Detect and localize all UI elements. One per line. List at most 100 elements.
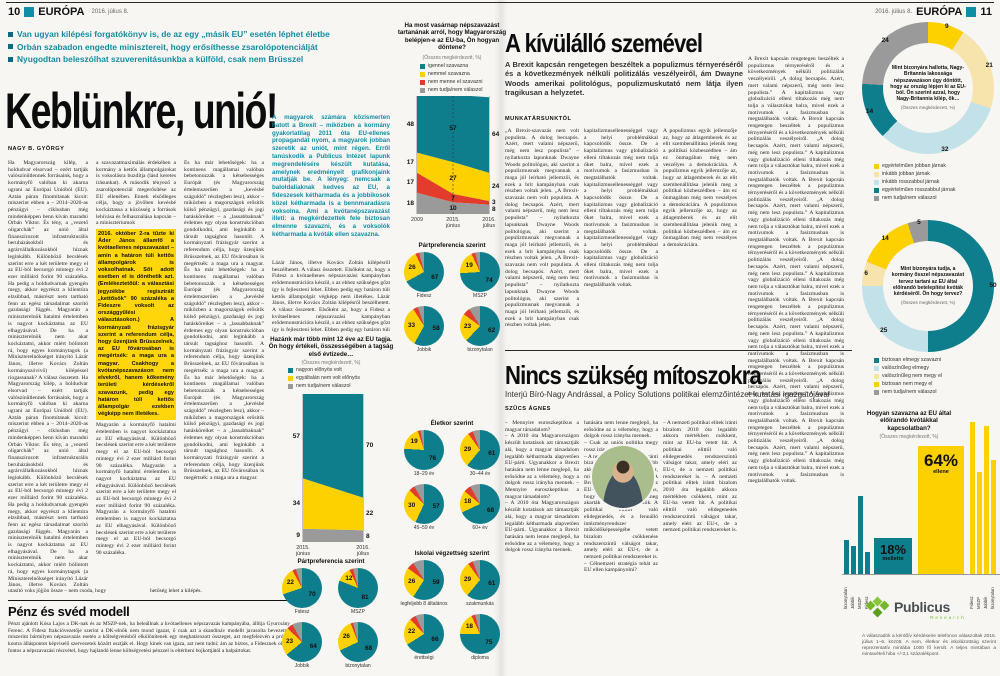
pie-chart: 66 22: [404, 614, 444, 654]
portrait-photo-biro-nagy-andras: [592, 446, 654, 508]
pie-caption: bizonytalan: [467, 347, 493, 353]
pies-iskola-title: Iskolai végzettség szerint: [414, 550, 490, 557]
pie-cell-60+ év: 68 18 60+ év: [454, 484, 506, 531]
column-2-text-top: a szavazatmaximálás érdekében a kormány …: [96, 160, 176, 227]
donut-hole: Mint bizonyára hallotta, Nagy-Britannia …: [883, 43, 973, 133]
block-ellene: 64% ellene: [918, 446, 964, 574]
party-bar-MSZP: [858, 496, 863, 574]
pie-cell-legfeljebb 8 általános: 59 26 legfeljebb 8 általános: [398, 560, 450, 607]
pie-value: 26: [408, 578, 416, 586]
stack-value: 24: [492, 183, 500, 191]
pie-value: 61: [488, 580, 496, 588]
pie-value: 19: [410, 438, 418, 446]
axis-label: 2015. június: [445, 217, 461, 230]
donut-question: Mint bizonyára tudja, a kormány ősszel n…: [891, 266, 965, 305]
pies-eletkor-title: Életkor szerint: [430, 420, 474, 427]
stack-value: 34: [292, 500, 300, 508]
page-number-left: 10: [8, 6, 21, 18]
pie-value: 59: [432, 579, 440, 587]
legend-label: nem tudja/nem válaszol: [882, 194, 937, 201]
party-bar-bizonytalan: [844, 540, 849, 574]
pie-cell-30–44 év: 61 29 30–44 év: [454, 430, 506, 477]
legend-item: egyáltalán nem volt előnyös: [288, 375, 392, 382]
legend-item: nem tudja/nem válaszol: [420, 87, 508, 94]
legend-label: inkább rosszabbul járnak: [882, 178, 940, 185]
pie-cell-bizonytalan: 68 26 bizonytalan: [332, 622, 384, 669]
legend-swatch: [874, 172, 879, 178]
legend-item: biztosan nem megy el: [874, 381, 996, 388]
stack-value: 17: [406, 179, 414, 187]
legend-label: valószínűleg elmegy: [882, 364, 930, 371]
pie-value: 29: [463, 575, 472, 583]
stack-value: 8: [492, 205, 496, 213]
teal-intro-paragraph: A magyarok számára közismerten hatott a …: [272, 114, 390, 238]
legend-swatch: [874, 390, 879, 396]
pie-value: 68: [486, 506, 495, 514]
bullet-square-icon: [8, 44, 13, 49]
article1-column-3: A populizmus egyik jellemzője az, hogy a…: [663, 128, 737, 248]
donut-value: 25: [880, 327, 888, 335]
publicus-sub-wordmark: Research: [930, 615, 966, 620]
stack-value: 64: [492, 131, 500, 139]
article1-column-2: kapitalizmusellenességgel vagy a helyi p…: [584, 128, 658, 289]
chart-belepes-title: Ha most vasárnap népszavazást tartanának…: [397, 22, 507, 52]
legend-swatch: [874, 366, 879, 372]
author-byline: NAGY B. GYÖRGY: [8, 146, 65, 152]
series-nem tudja/nem válaszol: [303, 528, 363, 542]
legend-item: egyértelműen jobban járnak: [874, 163, 996, 170]
pie-cell-45–59 év: 57 30 45–59 év: [398, 484, 450, 531]
main-headline: Keblünkre, unió!: [5, 83, 278, 139]
legend-swatch: [420, 80, 425, 86]
pie-caption: Jobbik: [416, 347, 432, 353]
series-egyáltalán nem volt előnyös: [303, 478, 363, 531]
bullet-text: Van ugyan kilépési forgatókönyv is, de a…: [17, 29, 330, 39]
chart-tagsag-subtitle: (Összes megkérdezett, %): [301, 360, 361, 366]
pie-value: 29: [463, 445, 472, 453]
axis-label: 2009: [411, 217, 423, 223]
block-label: mellette: [882, 556, 904, 562]
legend-swatch: [420, 72, 425, 78]
publicus-wordmark: Publicus: [894, 599, 950, 615]
pie-caption: 18–29 év: [413, 471, 435, 477]
column-2-text-bottom: Magyarán a kormányfő hatalmi értelemben …: [96, 422, 176, 556]
pie-caption: MSZP: [351, 609, 365, 615]
pie-value: 58: [432, 325, 440, 333]
pie-value: 22: [408, 628, 416, 636]
legend-label: nem tudja/nem válaszol: [296, 382, 351, 389]
stack-value: 9: [296, 531, 300, 539]
series-nem menne el szavazni: [417, 172, 489, 205]
box-text: Pénzt ajánlott Kósa Lajos a DK-nak és az…: [8, 621, 290, 654]
donut-hole: Mint bizonyára tudja, a kormány ősszel n…: [883, 241, 973, 331]
pie-value: 26: [408, 264, 416, 272]
stack-value: 3: [492, 199, 496, 207]
standfirst-bullets: Van ugyan kilépési forgatókönyv is, de a…: [8, 30, 488, 68]
donut-value: 6: [864, 270, 868, 277]
article1-column-1: „A Brexit-szavazás nem volt populista. A…: [505, 128, 579, 329]
chart-belepes-subtitle: (Összes megkérdezett, %): [422, 55, 482, 61]
pie-value: 23: [285, 637, 294, 645]
legend-item: nem tudja/nem válaszol: [874, 194, 996, 202]
column-end-line: utasító voks jöjjön össze – nem csoda, h…: [8, 588, 107, 594]
party-bar-Fidesz: [970, 422, 975, 574]
chart-tagsag-pies: 70 22 Fidesz 81 12 MSZP 64 23 Jobbik 68 26 bizonyta…: [276, 568, 384, 674]
article-divider-rule: [505, 350, 852, 351]
legend-item: valószínűleg nem megy el: [874, 373, 996, 380]
party-bar-Jobbik: [851, 546, 856, 574]
sidebar-box: Pénz és svéd modell Pénzt ajánlott Kósa …: [8, 600, 290, 676]
stacked-area-svg: [417, 94, 489, 214]
legend-swatch: [874, 382, 879, 388]
pie-caption: diploma: [471, 655, 489, 661]
pie-cell-Fidesz: 70 22 Fidesz: [276, 568, 328, 615]
pie-cell-diploma: 75 18 diploma: [454, 614, 506, 661]
date-right: 2016. július 8.: [875, 9, 913, 15]
block-value: 18%: [879, 542, 907, 557]
pie-value: 70: [308, 591, 316, 599]
pie-cell-Jobbik: 58 33 Jobbik: [398, 306, 450, 353]
legend-swatch: [288, 368, 293, 374]
article1-column-4: A Brexit kapcsán rengetegen beszéltek a …: [748, 56, 844, 485]
legend-item: nagyon előnyös volt: [288, 367, 392, 374]
kvota-donut-legend: biztosan elmegy szavazni valószínűleg elm…: [874, 357, 996, 398]
chart-belepes-plot: 18 10 8 17 7 3 17 27 24 48 57 64 2009 2015. június 201…: [407, 94, 499, 229]
donut-value: 9: [945, 22, 949, 30]
